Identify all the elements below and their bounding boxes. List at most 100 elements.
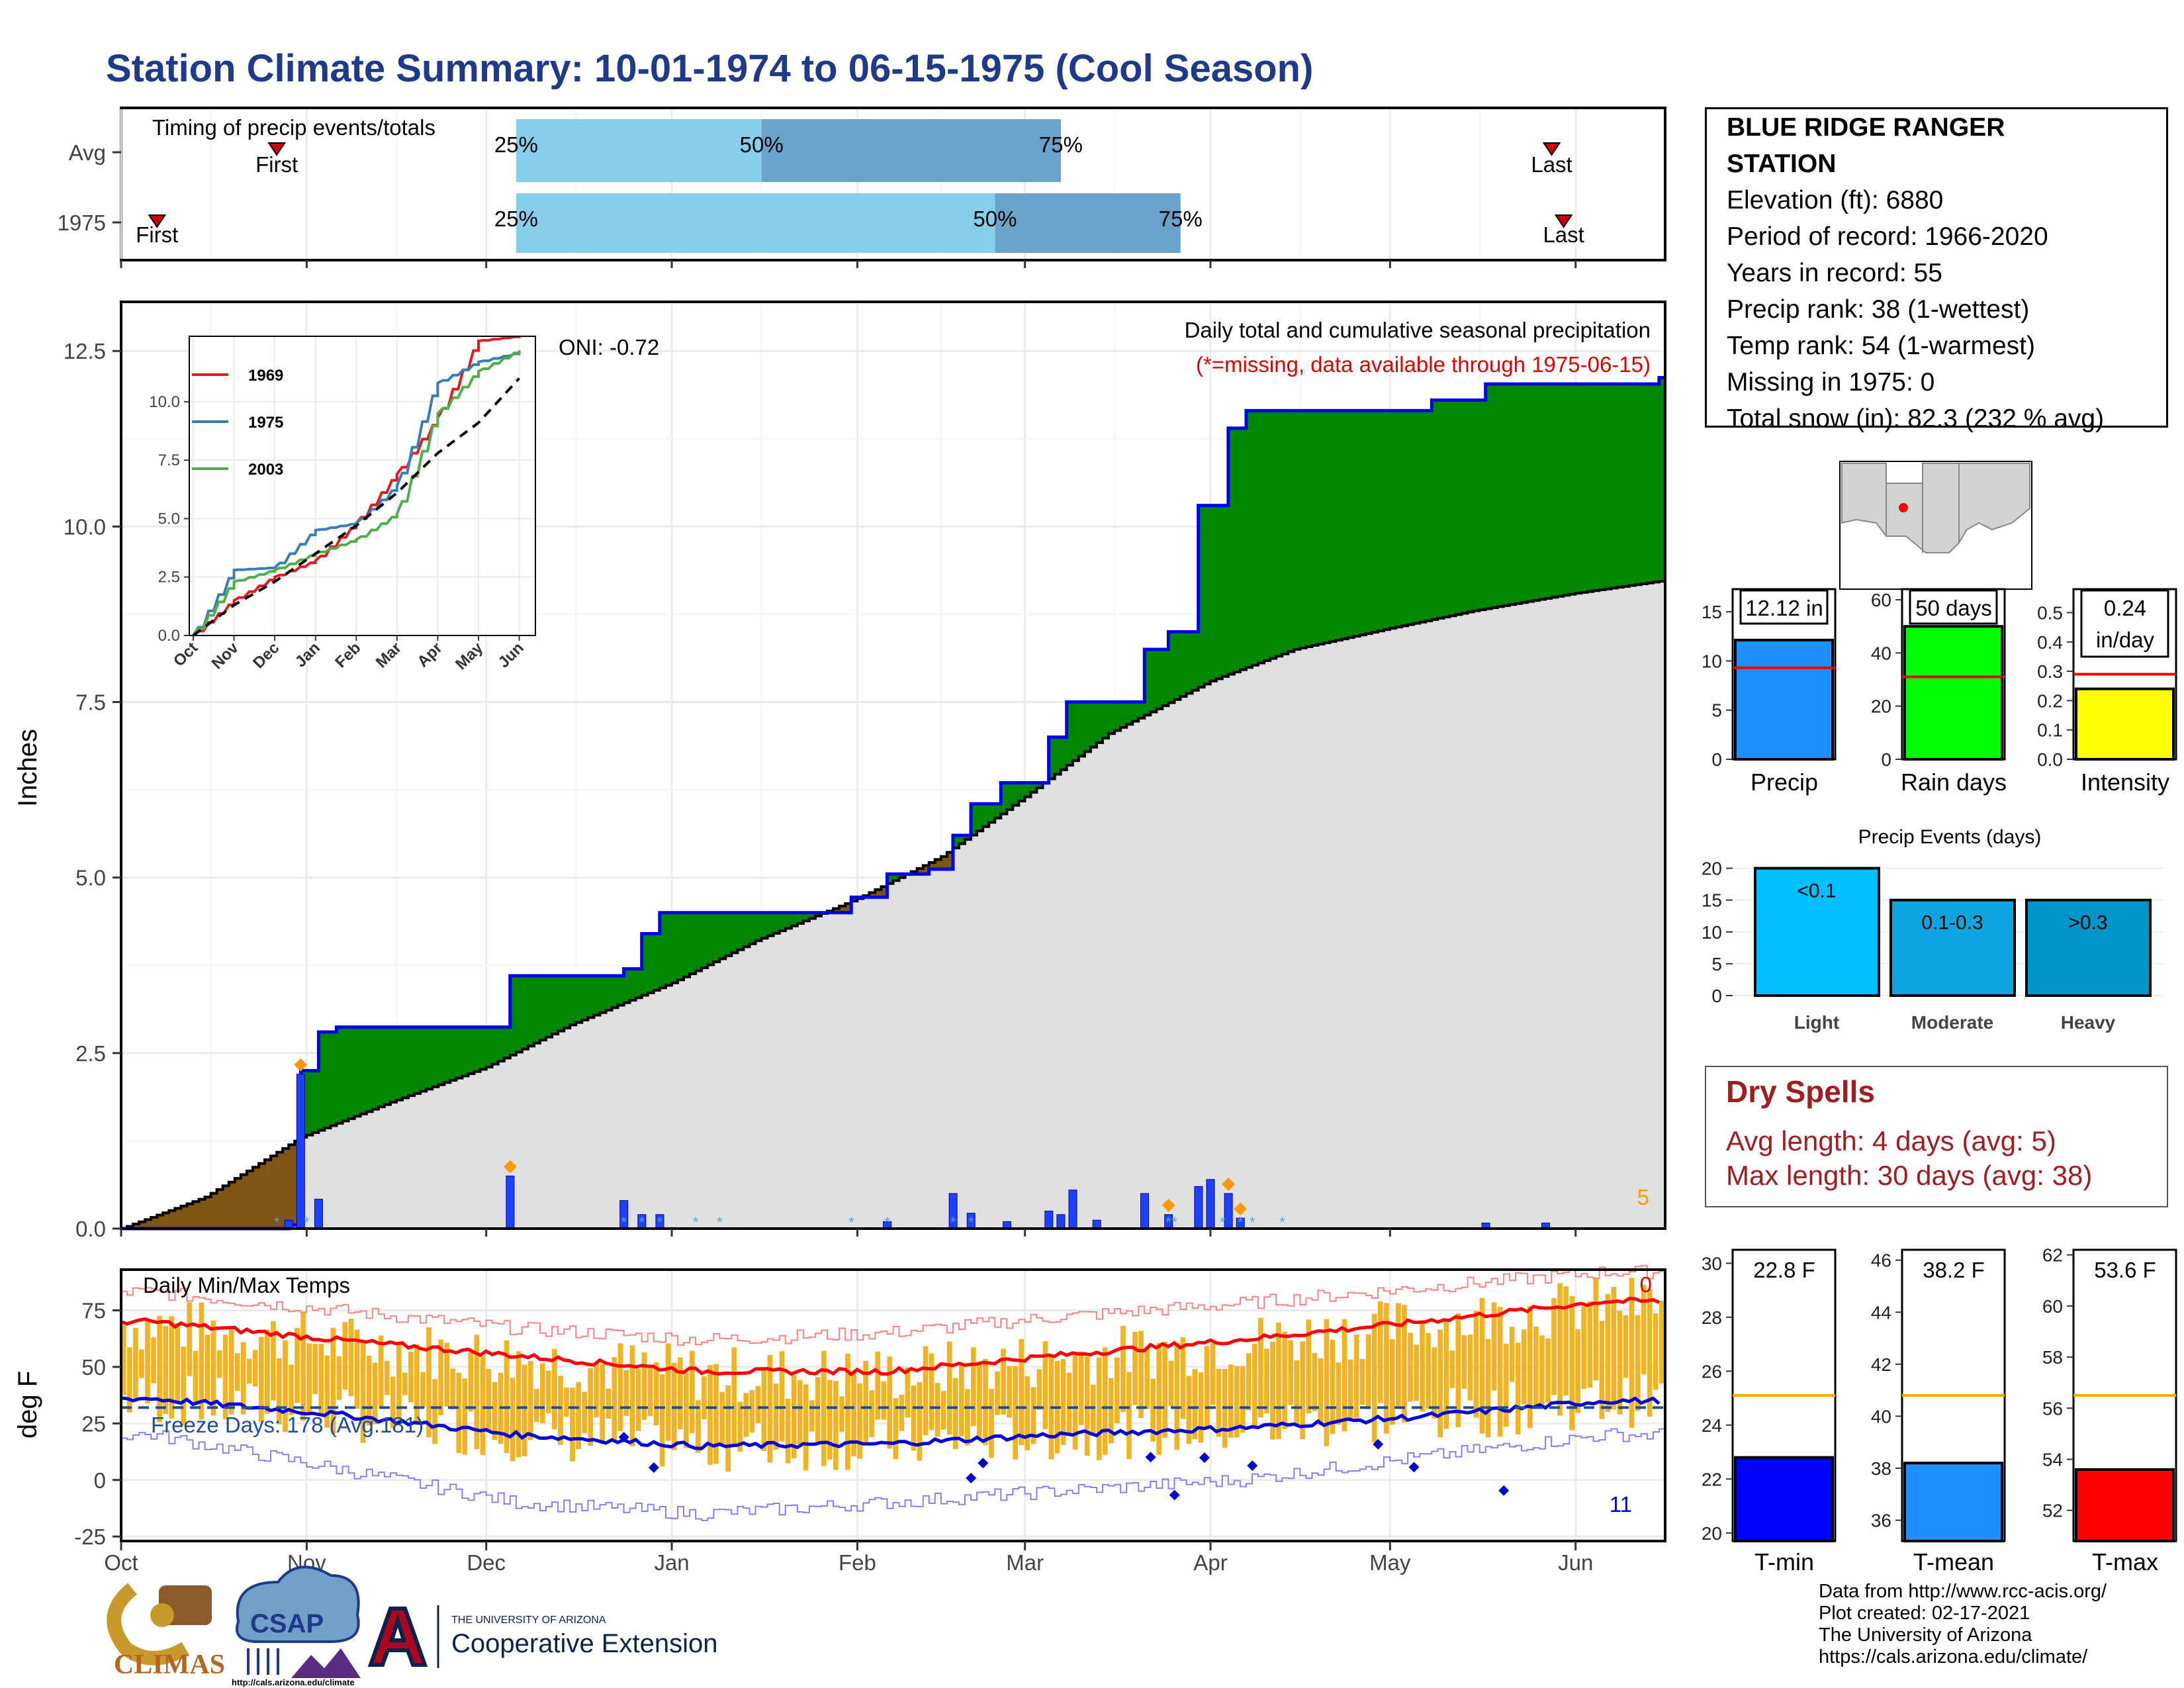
precip-caption: Daily total and cumulative seasonal prec… <box>1185 318 1651 342</box>
trace-marker: * <box>848 1214 854 1231</box>
daily-temp-range-bar <box>647 1367 653 1417</box>
daily-temp-range-bar <box>707 1365 713 1465</box>
daily-temp-range-bar <box>1509 1327 1515 1382</box>
credit-line-3: The University of Arizona <box>1819 1624 2032 1646</box>
daily-temp-range-bar <box>1276 1322 1281 1439</box>
daily-temp-range-bar <box>641 1352 647 1420</box>
daily-temp-range-bar <box>767 1354 773 1463</box>
daily-temp-range-bar <box>1090 1385 1096 1434</box>
daily-temp-range-bar <box>1635 1315 1641 1411</box>
events-y-tick-label: 20 <box>1702 859 1722 879</box>
daily-temp-range-bar <box>1270 1341 1275 1440</box>
precip-corner-count: 5 <box>1637 1185 1649 1209</box>
daily-temp-range-bar <box>857 1383 862 1459</box>
temp-summary-y-tick-label: 44 <box>1871 1302 1891 1323</box>
daily-temp-range-bar <box>1383 1303 1389 1434</box>
temp-summary-bar <box>1903 1462 2003 1542</box>
daily-temp-range-bar <box>1246 1353 1251 1411</box>
daily-temp-range-bar <box>576 1382 581 1450</box>
station-temp-rank: Temp rank: 54 (1-warmest) <box>1727 332 2035 360</box>
daily-temp-range-bar <box>1066 1372 1072 1433</box>
trace-marker: * <box>968 1214 974 1231</box>
daily-temp-range-bar <box>1096 1357 1102 1460</box>
daily-temp-range-bar <box>1072 1352 1078 1450</box>
summary-y-tick-label: 5 <box>1711 700 1722 721</box>
climas-logo: CLIMAS <box>107 1583 225 1680</box>
timing-bar-q50-q75 <box>995 193 1181 253</box>
temp-y-tick-label: 0 <box>94 1468 106 1493</box>
daily-temp-range-bar <box>952 1378 958 1450</box>
temp-summary-y-tick-label: 36 <box>1871 1511 1891 1531</box>
precip-panel: * * * * * * * * * * * * * * * * * 0.02.55.07.510.012.5 I… <box>13 301 1666 1241</box>
daily-temp-range-bar <box>558 1376 563 1445</box>
temp-summary-value: 53.6 F <box>2094 1258 2156 1282</box>
daily-temp-range-bar <box>234 1353 240 1391</box>
record-min-line <box>121 1428 1665 1521</box>
daily-temp-range-bar <box>1605 1293 1611 1412</box>
surplus-area <box>952 377 1665 848</box>
summary-value-text: 12.12 in <box>1745 596 1823 620</box>
daily-temp-range-bar <box>1174 1342 1180 1450</box>
credits: Data from http://www.rcc-acis.org/ Plot … <box>1819 1581 2107 1668</box>
daily-temp-range-bar <box>1533 1327 1539 1409</box>
trace-marker: * <box>950 1214 956 1231</box>
csap-logo-rain <box>247 1648 279 1675</box>
daily-temp-range-bar <box>600 1364 606 1444</box>
daily-temp-range-bar <box>414 1344 420 1425</box>
inset-legend-label: 1975 <box>248 414 283 432</box>
summary-y-tick-label: 15 <box>1702 602 1722 622</box>
daily-temp-range-bar <box>539 1363 545 1424</box>
daily-temp-range-bar <box>1449 1350 1455 1389</box>
daily-temp-range-bar <box>1473 1311 1479 1418</box>
daily-temp-range-bar <box>958 1364 964 1436</box>
x-axis-month-label: May <box>1369 1550 1411 1575</box>
daily-temp-range-bar <box>533 1389 539 1423</box>
daily-temp-range-bar <box>480 1356 486 1456</box>
daily-temp-range-bar <box>1377 1301 1383 1403</box>
record-low-marker <box>1498 1485 1510 1496</box>
station-elevation: Elevation (ft): 6880 <box>1727 186 1944 214</box>
daily-temp-range-bar <box>552 1348 557 1430</box>
temp-summary-y-tick-label: 24 <box>1702 1415 1722 1436</box>
events-title: Precip Events (days) <box>1858 826 2042 848</box>
daily-temp-range-bar <box>1503 1343 1509 1427</box>
daily-temp-range-bar <box>677 1357 683 1430</box>
daily-temp-range-bar <box>839 1396 844 1432</box>
daily-temp-range-bar <box>1036 1369 1042 1410</box>
inset-y-tick-label: 7.5 <box>158 451 180 469</box>
daily-temp-range-bar <box>1527 1306 1533 1429</box>
timing-bar-q25-q50 <box>516 193 995 253</box>
oni-label: ONI: -0.72 <box>559 335 659 359</box>
daily-temp-range-bar <box>1216 1368 1222 1437</box>
station-years: Years in record: 55 <box>1727 259 1942 287</box>
timing-panel: 25% 50% 75% First Last 25% 50% 75% First Last Tim… <box>58 107 1666 261</box>
daily-temp-range-bar <box>1115 1357 1120 1424</box>
daily-temp-range-bar <box>1109 1378 1114 1444</box>
precip-events-chart: 0 5 10 15 20 Precip Events (days) <0.1 Light 0.1… <box>1702 826 2163 1033</box>
daily-temp-range-bar <box>378 1335 384 1407</box>
summary-y-tick-label: 10 <box>1702 651 1722 671</box>
daily-temp-range-bar <box>240 1342 246 1415</box>
daily-temp-range-bar <box>312 1344 318 1394</box>
events-y-tick-label: 10 <box>1702 922 1722 943</box>
temp-summary-y-tick-label: 30 <box>1702 1253 1722 1274</box>
record-max-line <box>121 1264 1665 1346</box>
daily-temp-range-bar <box>474 1335 480 1450</box>
temp-y-tick-label: -25 <box>74 1524 106 1549</box>
daily-temp-range-bar <box>1030 1387 1036 1444</box>
events-y-tick-label: 5 <box>1711 954 1722 974</box>
temp-y-tick-label: 50 <box>81 1355 106 1380</box>
inset-legend-label: 2003 <box>248 461 283 479</box>
daily-temp-range-bar <box>1426 1333 1431 1409</box>
summary-value-text: 0.24 <box>2104 596 2146 620</box>
daily-temp-range-bar <box>1617 1311 1623 1415</box>
daily-temp-range-bar <box>1324 1319 1330 1446</box>
daily-temp-range-bar <box>390 1376 396 1429</box>
daily-temp-range-bar <box>1192 1369 1198 1440</box>
trace-marker: * <box>717 1214 723 1231</box>
events-y-tick-label: 15 <box>1702 890 1722 911</box>
observed-cumulative-line <box>121 376 1665 1231</box>
daily-temp-range-bar <box>456 1372 462 1454</box>
